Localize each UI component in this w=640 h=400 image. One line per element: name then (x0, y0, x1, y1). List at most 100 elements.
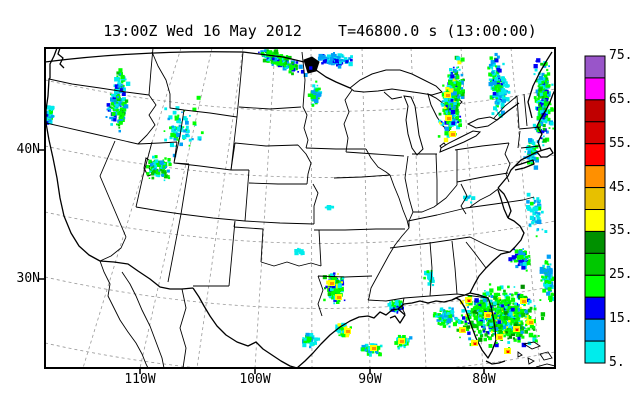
new-jersey-coast (497, 165, 516, 189)
precip-cluster-wa-cascades-core (116, 99, 129, 133)
colorbar-box-65 (584, 77, 606, 101)
canada-border-west (46, 51, 305, 63)
echo-cell (471, 340, 478, 346)
precip-cluster-alabama-dots (423, 269, 435, 287)
lake-erie (439, 130, 482, 153)
precip-cluster-gulf-arm (432, 306, 459, 328)
st-lawrence (496, 102, 520, 121)
colorbar-tick-55.: 55. (609, 135, 633, 151)
colorbar-box-10 (584, 318, 606, 342)
precip-cluster-atlantic-speckle (526, 192, 548, 238)
echo-cell (335, 294, 342, 300)
gulf-coast-west (297, 308, 406, 367)
echo-cell (484, 312, 491, 318)
colorbar-tick-15.: 15. (609, 311, 633, 327)
baja-california (99, 260, 149, 367)
rio-grande (192, 287, 296, 367)
mexico-state-line (179, 288, 187, 367)
florida-keys (485, 360, 506, 365)
gulf-of-california-coast (121, 271, 165, 367)
lake-ontario (466, 116, 499, 129)
florida-peninsula (451, 292, 497, 359)
colorbar-box-40 (584, 187, 606, 211)
new-england-coast (536, 90, 554, 151)
precip-cluster-wa-cascades (105, 68, 131, 126)
precip-cluster-texas-dots (294, 247, 305, 256)
colorbar-tick-65.: 65. (609, 91, 633, 107)
colorbar-box-70 (584, 55, 606, 79)
mexico-and-islands (99, 260, 554, 367)
echo-cell (520, 298, 527, 304)
gulf-coast-east (397, 292, 471, 310)
precip-cluster-atlantic-band (539, 254, 554, 303)
map-frame (39, 47, 556, 374)
canada-border-minnesota (315, 69, 351, 89)
x-tick-90W: 90W (358, 372, 382, 387)
colorbar-box-15 (584, 296, 606, 320)
colorbar-tick-5.: 5. (609, 355, 625, 370)
colorbar-box-35 (584, 209, 606, 232)
colorbar-tick-35.: 35. (609, 223, 633, 239)
echo-cell (496, 334, 503, 340)
us-mexico-border-west (99, 260, 194, 290)
lake-of-the-woods (303, 56, 320, 74)
chesapeake-bay (497, 189, 509, 219)
precip-cluster-gulf-scatter-1 (302, 332, 321, 349)
echo-cell (370, 345, 377, 351)
bahamas-cuba (517, 341, 554, 367)
precip-cluster-dakota-blue-fan (317, 52, 353, 69)
colorbar-box-25 (584, 252, 606, 276)
coastlines (46, 49, 554, 367)
long-island (514, 159, 535, 171)
colorbar-tick-45.: 45. (609, 179, 633, 195)
precip-cluster-plains-dots (324, 205, 335, 211)
graticule (46, 49, 554, 367)
echo-cell (445, 115, 452, 121)
state-borders (46, 49, 542, 317)
lake-michigan (403, 95, 424, 156)
precip-cluster-newyork-speckle (498, 76, 511, 107)
colorbar-box-20 (584, 274, 606, 298)
lake-superior (349, 69, 443, 96)
plot-title: 13:00Z Wed 16 May 2012 T=46800.0 s (13:0… (103, 22, 537, 40)
x-tick-100W: 100W (239, 372, 271, 387)
echo-cell (459, 327, 466, 333)
strong-echo-cells (328, 92, 534, 354)
echo-cell (465, 297, 472, 303)
y-tick-30N: 30N (16, 271, 40, 286)
x-tick-80W: 80W (472, 372, 496, 387)
colorbar-box-45 (584, 165, 606, 189)
precip-cluster-north-dakota-band (258, 49, 313, 77)
echo-cell (513, 326, 520, 332)
echo-cell (398, 338, 405, 344)
maine-border (527, 51, 553, 119)
lakes (143, 56, 499, 177)
cape-cod (514, 147, 554, 167)
echo-cell (527, 319, 534, 325)
echo-cell (344, 328, 351, 334)
precip-cluster-oregon-coast (46, 105, 55, 125)
echo-cell (328, 280, 335, 286)
colorbar-tick-75.: 75. (609, 48, 633, 63)
colorbar-box-50 (584, 143, 606, 167)
colorbar (584, 55, 606, 364)
puget-sound (57, 49, 65, 69)
colorbar-box-60 (584, 99, 606, 123)
y-tick-40N: 40N (16, 142, 40, 157)
echo-cell (504, 348, 511, 354)
precip-cluster-northeast-band (532, 58, 554, 147)
precip-cluster-wyoming-utah (146, 155, 172, 182)
pacific-coast (46, 49, 101, 262)
precip-cluster-michigan-band (437, 55, 465, 143)
colorbar-box-5 (584, 340, 606, 364)
precip-cluster-carolina-offshore (508, 248, 531, 272)
echo-cell (449, 131, 456, 137)
precip-cluster-minnesota-tail (307, 80, 323, 107)
echo-cell (444, 92, 451, 98)
x-tick-110W: 110W (124, 372, 156, 387)
colorbar-box-55 (584, 121, 606, 145)
colorbar-box-30 (584, 230, 606, 254)
colorbar-tick-25.: 25. (609, 267, 633, 283)
